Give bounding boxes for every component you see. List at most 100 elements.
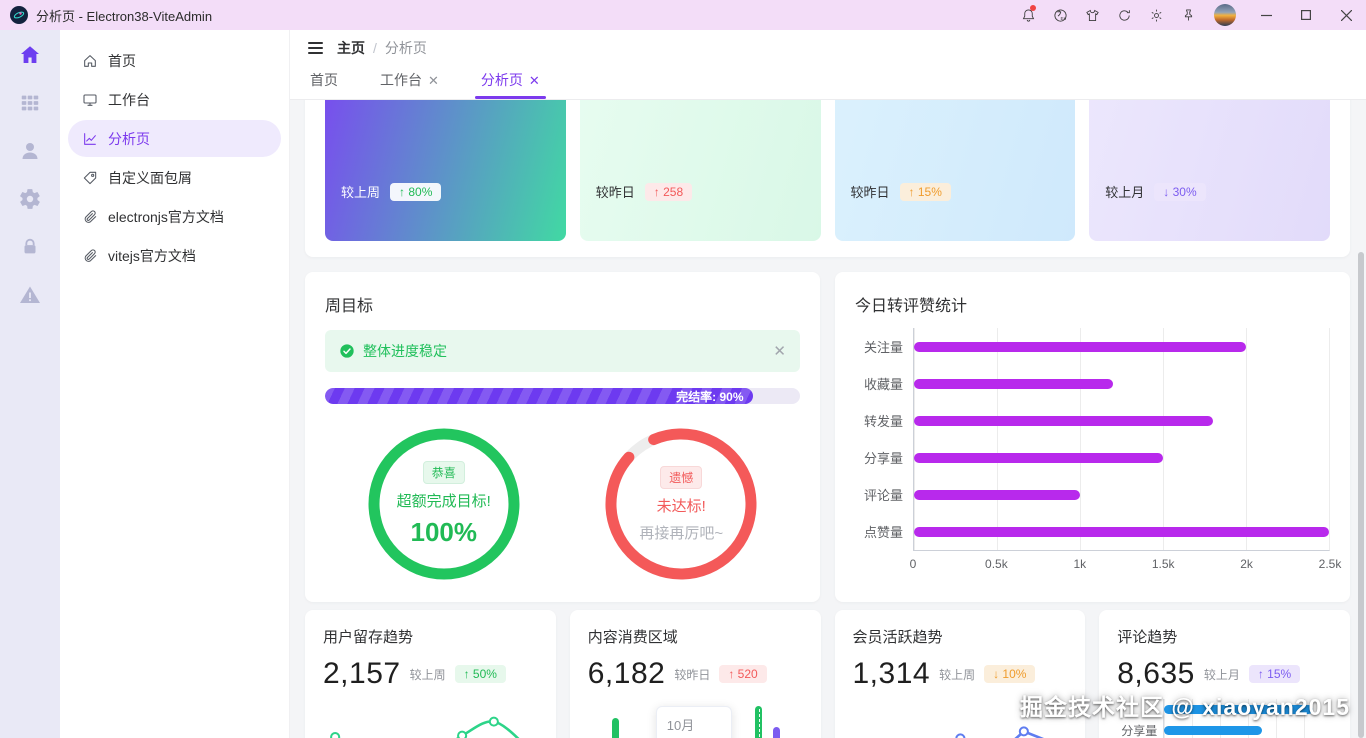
page-content: 较上周 ↑ 80% 较昨日 ↑ 258 较昨日 ↑ 15%: [290, 100, 1366, 738]
tab-home[interactable]: 首页: [308, 70, 340, 99]
goal-gauges: 恭喜 超额完成目标! 100%: [325, 426, 800, 582]
paperclip-icon: [84, 248, 97, 262]
svg-text:En: En: [1060, 15, 1066, 20]
bar-10月[interactable]: [755, 705, 763, 738]
gauge-value: 再接再厉吧~: [639, 524, 724, 542]
tab-label: 工作台: [380, 72, 422, 88]
bar[interactable]: [914, 415, 1213, 426]
bar-11月[interactable]: [773, 726, 781, 738]
stat-compare-label: 较上月: [1105, 185, 1145, 200]
retention-line-chart[interactable]: [323, 697, 538, 738]
data-point[interactable]: [1018, 726, 1029, 737]
alert-close-icon[interactable]: ✕: [773, 342, 786, 360]
notification-dot: [1030, 5, 1036, 11]
sidebar-item-breadcrumb[interactable]: 自定义面包屑: [68, 159, 281, 196]
stat-badge: ↑ 520: [719, 665, 767, 683]
bell-icon[interactable]: [1012, 0, 1044, 30]
maximize-button[interactable]: [1286, 0, 1326, 30]
rail-apps-grid-icon[interactable]: [17, 90, 43, 116]
today-stats-chart[interactable]: 关注量 收藏量 转发量 分享量 评论量 点赞量: [855, 328, 1330, 551]
bar[interactable]: [1164, 726, 1263, 735]
language-icon[interactable]: En: [1044, 0, 1076, 30]
data-point[interactable]: [330, 732, 341, 738]
sidebar-item-label: 首页: [108, 52, 136, 69]
progress-bar: 完结率: 90%: [325, 388, 800, 404]
stats-summary-card: 较上周 ↑ 80% 较昨日 ↑ 258 较昨日 ↑ 15%: [305, 100, 1350, 257]
comment-bar-chart[interactable]: 分享量点赞量 00.3k0.6k0.9k1.2k1.5k1.8k: [1117, 699, 1332, 738]
bar[interactable]: [914, 489, 1080, 500]
breadcrumb-home[interactable]: 主页: [337, 40, 365, 56]
stat-badge: ↑ 15%: [1248, 665, 1301, 683]
stat-tile-yesterday-1: 较昨日 ↑ 258: [579, 100, 821, 241]
gauge-fail: 遗憾 未达标! 再接再厉吧~: [603, 426, 759, 582]
theme-skin-icon[interactable]: [1076, 0, 1108, 30]
content-consumption-card: 内容消费区域 6,182 较昨日 ↑ 520 10月: [569, 610, 821, 738]
member-line-chart[interactable]: [853, 697, 1068, 738]
stat-tile-month: 较上月 ↓ 30%: [1089, 100, 1330, 241]
stat-badge: ↑ 258: [644, 182, 693, 201]
bar[interactable]: [914, 452, 1163, 463]
bar[interactable]: [914, 341, 1246, 352]
gauge-message: 未达标!: [656, 497, 706, 515]
axis-tick-label: 0: [909, 557, 917, 571]
rail-home-icon[interactable]: [17, 42, 43, 68]
sidebar-item-label: 工作台: [108, 91, 150, 108]
gauge-ring: [605, 428, 757, 580]
bar-2月[interactable]: [611, 717, 619, 738]
stat-badge: ↓ 30%: [1154, 182, 1206, 201]
stat-badge: ↑ 15%: [899, 182, 951, 201]
sidebar-item-home[interactable]: 首页: [68, 42, 281, 79]
tab-analysis[interactable]: 分析页 ✕: [474, 70, 546, 99]
sidebar-item-workbench[interactable]: 工作台: [68, 81, 281, 118]
category-label: 收藏量: [863, 377, 903, 392]
bar[interactable]: [1164, 705, 1314, 714]
sidebar-item-vite-docs[interactable]: vitejs官方文档: [68, 237, 281, 274]
bar[interactable]: [914, 526, 1329, 537]
highlight-dash: [758, 708, 760, 738]
bar[interactable]: [914, 378, 1114, 389]
stat-tile-week: 较上周 ↑ 80%: [325, 100, 566, 241]
sidebar-item-label: vitejs官方文档: [108, 247, 196, 264]
sidebar-item-analysis[interactable]: 分析页: [68, 120, 281, 157]
card-title: 评论趋势: [1117, 629, 1178, 646]
gauge-value: 100%: [410, 516, 478, 547]
user-avatar[interactable]: [1214, 4, 1236, 26]
stat-compare-label: 较昨日: [850, 185, 890, 200]
stat-badge: ↑ 50%: [454, 665, 506, 683]
sidebar-item-label: 分析页: [108, 130, 150, 147]
tabbar: 首页 工作台 ✕ 分析页 ✕: [290, 66, 1366, 100]
member-activity-card: 会员活跃趋势 1,314 较上周 ↓ 10%: [834, 610, 1086, 738]
tab-workbench[interactable]: 工作台 ✕: [378, 70, 441, 99]
sidebar-item-label: 自定义面包屑: [108, 169, 192, 186]
rail-settings-icon[interactable]: [17, 186, 43, 212]
data-point[interactable]: [488, 716, 499, 727]
tab-close-icon[interactable]: ✕: [428, 72, 439, 88]
axis-tick-label: 2.5k: [1318, 557, 1342, 571]
rail-user-icon[interactable]: [17, 138, 43, 164]
data-point[interactable]: [457, 730, 468, 738]
card-title: 内容消费区域: [587, 629, 678, 646]
consumption-bar-chart[interactable]: [588, 697, 803, 738]
refresh-icon[interactable]: [1108, 0, 1140, 30]
sidebar: 首页 工作台 分析页 自定义面包屑 electronjs官方文档 vitejs官…: [60, 30, 290, 738]
stat-compare: 较上周: [409, 667, 446, 682]
rail-lock-icon[interactable]: [17, 234, 43, 260]
stat-compare-label: 较昨日: [595, 185, 635, 200]
data-point[interactable]: [954, 733, 965, 738]
pin-icon[interactable]: [1172, 0, 1204, 30]
scrollbar-thumb[interactable]: [1358, 252, 1364, 738]
axis-tick-label: 1k: [1073, 557, 1087, 571]
rail-warning-icon[interactable]: [17, 282, 43, 308]
stat-value: 1,314: [852, 657, 931, 690]
titlebar: 分析页 - Electron38-ViteAdmin En: [0, 0, 1366, 30]
settings-icon[interactable]: [1140, 0, 1172, 30]
axis-tick-label: 0.5k: [985, 557, 1008, 571]
close-button[interactable]: [1326, 0, 1366, 30]
minimize-button[interactable]: [1246, 0, 1286, 30]
tab-close-icon[interactable]: ✕: [528, 72, 540, 88]
sidebar-item-electron-docs[interactable]: electronjs官方文档: [68, 198, 281, 235]
sidebar-collapse-icon[interactable]: [308, 42, 323, 54]
category-label: [1117, 699, 1163, 720]
stat-value: 2,157: [323, 657, 401, 690]
stat-compare: 较上周: [939, 667, 976, 682]
